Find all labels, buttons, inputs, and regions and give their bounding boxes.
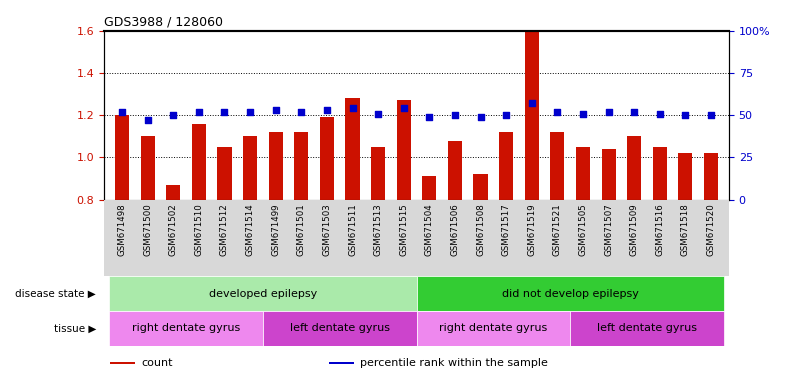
Text: GSM671516: GSM671516: [655, 204, 664, 256]
Text: GSM671510: GSM671510: [195, 204, 203, 256]
Point: [244, 109, 256, 115]
Text: GSM671517: GSM671517: [501, 204, 511, 256]
Text: left dentate gyrus: left dentate gyrus: [290, 323, 390, 333]
Bar: [191, 124, 206, 200]
Text: GSM671507: GSM671507: [604, 204, 613, 256]
Bar: [109, 311, 263, 346]
Bar: [371, 147, 385, 200]
Point: [602, 109, 615, 115]
Bar: [550, 132, 565, 200]
Bar: [217, 147, 231, 200]
Bar: [329, 362, 354, 364]
Bar: [115, 115, 129, 200]
Point: [654, 111, 666, 117]
Bar: [268, 132, 283, 200]
Bar: [704, 153, 718, 200]
Text: GSM671509: GSM671509: [630, 204, 638, 256]
Text: GSM671505: GSM671505: [578, 204, 587, 256]
Text: GSM671519: GSM671519: [527, 204, 536, 256]
Text: developed epilepsy: developed epilepsy: [209, 289, 317, 299]
Point: [141, 117, 154, 123]
Bar: [263, 311, 417, 346]
Point: [115, 109, 128, 115]
Point: [295, 109, 308, 115]
Text: GSM671518: GSM671518: [681, 204, 690, 256]
Point: [346, 105, 359, 111]
Text: GDS3988 / 128060: GDS3988 / 128060: [104, 15, 223, 28]
Text: GSM671512: GSM671512: [220, 204, 229, 256]
Text: percentile rank within the sample: percentile rank within the sample: [360, 358, 548, 368]
Text: right dentate gyrus: right dentate gyrus: [439, 323, 547, 333]
Point: [628, 109, 641, 115]
Text: GSM671514: GSM671514: [246, 204, 255, 256]
Bar: [525, 31, 539, 200]
Bar: [576, 147, 590, 200]
Point: [474, 114, 487, 120]
Bar: [167, 185, 180, 200]
Bar: [570, 311, 724, 346]
Point: [449, 112, 461, 118]
Text: count: count: [142, 358, 173, 368]
Bar: [320, 117, 334, 200]
Text: GSM671500: GSM671500: [143, 204, 152, 256]
Text: GSM671508: GSM671508: [476, 204, 485, 256]
Point: [423, 114, 436, 120]
Bar: [396, 100, 411, 200]
Bar: [473, 174, 488, 200]
Text: GSM671502: GSM671502: [169, 204, 178, 256]
Text: did not develop epilepsy: did not develop epilepsy: [501, 289, 638, 299]
Point: [372, 111, 384, 117]
Point: [397, 105, 410, 111]
Point: [679, 112, 692, 118]
Bar: [602, 149, 616, 200]
Point: [218, 109, 231, 115]
Text: GSM671511: GSM671511: [348, 204, 357, 256]
Point: [525, 100, 538, 106]
Point: [167, 112, 179, 118]
Text: GSM671499: GSM671499: [272, 204, 280, 256]
Bar: [448, 141, 462, 200]
Bar: [417, 276, 724, 311]
Bar: [111, 362, 135, 364]
Bar: [417, 311, 570, 346]
Text: GSM671501: GSM671501: [297, 204, 306, 256]
Point: [577, 111, 590, 117]
Point: [705, 112, 718, 118]
Text: GSM671521: GSM671521: [553, 204, 562, 256]
Point: [320, 107, 333, 113]
Bar: [653, 147, 666, 200]
Bar: [243, 136, 257, 200]
Bar: [345, 98, 360, 200]
Bar: [109, 276, 417, 311]
Text: GSM671520: GSM671520: [706, 204, 715, 256]
Text: GSM671504: GSM671504: [425, 204, 434, 256]
Point: [269, 107, 282, 113]
Bar: [627, 136, 642, 200]
Point: [500, 112, 513, 118]
Text: disease state ▶: disease state ▶: [15, 289, 96, 299]
Text: GSM671498: GSM671498: [118, 204, 127, 256]
Text: right dentate gyrus: right dentate gyrus: [132, 323, 240, 333]
Text: GSM671506: GSM671506: [450, 204, 460, 256]
Text: tissue ▶: tissue ▶: [54, 323, 96, 333]
Bar: [422, 177, 437, 200]
Bar: [499, 132, 513, 200]
Text: left dentate gyrus: left dentate gyrus: [597, 323, 697, 333]
Text: GSM671503: GSM671503: [322, 204, 332, 256]
Bar: [678, 153, 692, 200]
Point: [551, 109, 564, 115]
Text: GSM671515: GSM671515: [399, 204, 409, 256]
Bar: [141, 136, 155, 200]
Point: [192, 109, 205, 115]
Text: GSM671513: GSM671513: [373, 204, 383, 256]
Bar: [294, 132, 308, 200]
